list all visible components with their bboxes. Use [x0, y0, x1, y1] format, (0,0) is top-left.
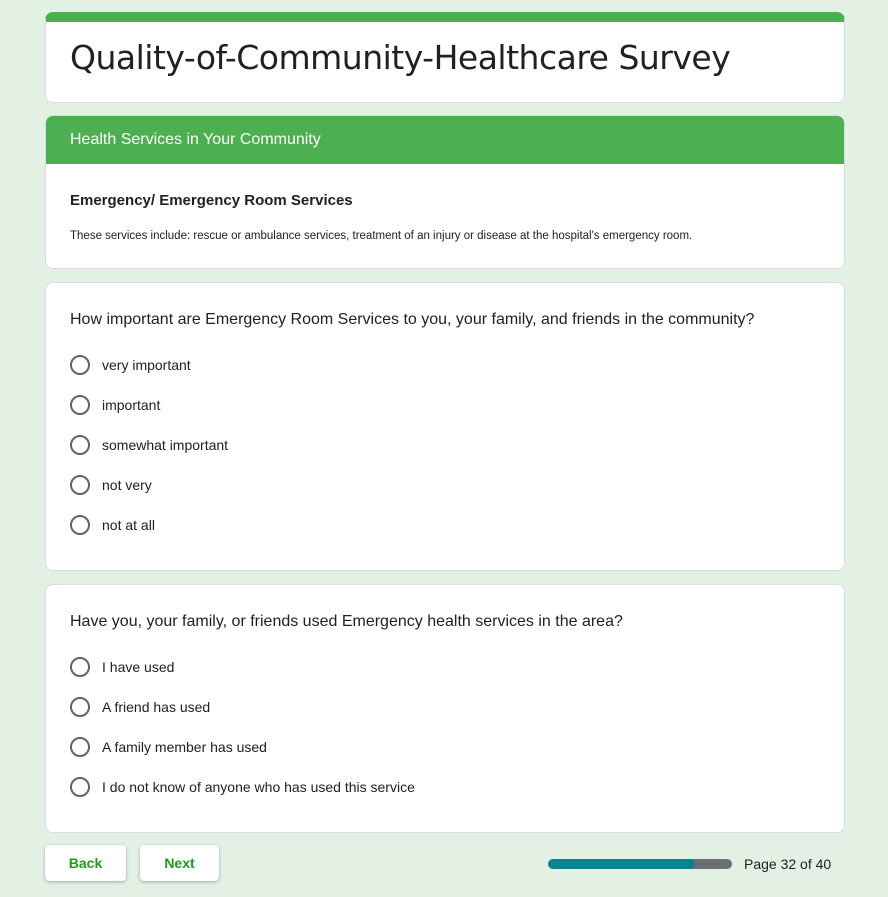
radio-option[interactable]: A family member has used: [70, 737, 267, 757]
section-header: Health Services in Your Community: [46, 116, 844, 164]
radio-option[interactable]: I do not know of anyone who has used thi…: [70, 777, 415, 797]
radio-button[interactable]: [70, 777, 90, 797]
form-title-card: Quality-of-Community-Healthcare Survey: [45, 12, 845, 103]
question-card: Have you, your family, or friends used E…: [45, 584, 845, 833]
radio-option[interactable]: not at all: [70, 515, 155, 535]
radio-button[interactable]: [70, 657, 90, 677]
question-card: How important are Emergency Room Service…: [45, 282, 845, 571]
section-card: Health Services in Your Community Emerge…: [45, 115, 845, 269]
radio-option[interactable]: very important: [70, 355, 191, 375]
section-title: Emergency/ Emergency Room Services: [70, 192, 353, 209]
option-label: A friend has used: [102, 699, 211, 715]
option-label: somewhat important: [102, 437, 229, 453]
radio-button[interactable]: [70, 737, 90, 757]
radio-button[interactable]: [70, 475, 90, 495]
radio-option[interactable]: not very: [70, 475, 152, 495]
radio-button[interactable]: [70, 355, 90, 375]
form-title: Quality-of-Community-Healthcare Survey: [70, 38, 731, 77]
progress-fill: [548, 859, 696, 869]
radio-option[interactable]: important: [70, 395, 160, 415]
option-label: important: [102, 397, 161, 413]
next-button[interactable]: Next: [140, 845, 219, 881]
radio-button[interactable]: [70, 697, 90, 717]
progress-bar: [548, 859, 732, 869]
radio-option[interactable]: I have used: [70, 657, 174, 677]
option-label: not at all: [102, 517, 155, 533]
radio-button[interactable]: [70, 515, 90, 535]
radio-option[interactable]: somewhat important: [70, 435, 228, 455]
section-description: These services include: rescue or ambula…: [70, 230, 693, 242]
page-indicator: Page 32 of 40: [744, 856, 832, 872]
back-button[interactable]: Back: [45, 845, 126, 881]
radio-button[interactable]: [70, 435, 90, 455]
radio-button[interactable]: [70, 395, 90, 415]
option-label: I do not know of anyone who has used thi…: [102, 779, 415, 795]
option-label: very important: [102, 357, 191, 373]
radio-option[interactable]: A friend has used: [70, 697, 210, 717]
option-label: I have used: [102, 659, 175, 675]
option-label: A family member has used: [102, 739, 267, 755]
question-text: Have you, your family, or friends used E…: [70, 613, 623, 630]
question-text: How important are Emergency Room Service…: [70, 311, 755, 328]
option-label: not very: [102, 477, 152, 493]
